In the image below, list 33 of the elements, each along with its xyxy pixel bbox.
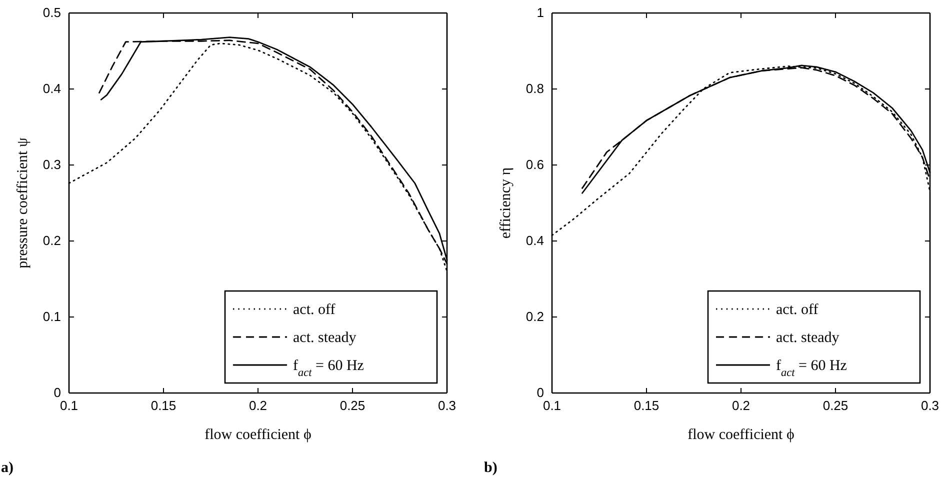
y-tick-label: 0.4 (42, 81, 61, 96)
text: b) (484, 460, 498, 476)
x-tick-label: 0.25 (822, 398, 848, 414)
y-tick-label: 0 (54, 385, 61, 400)
x-tick-label: 0.2 (732, 398, 750, 414)
legend-label: act. steady (293, 330, 357, 346)
y-tick-label: 0.2 (526, 309, 544, 324)
legend-label: act. steady (776, 330, 840, 346)
y-axis-title: pressure coefficient ψ (15, 137, 31, 268)
x-tick-label: 0.25 (340, 398, 366, 414)
x-axis-title: flow coefficient ϕ (204, 427, 312, 443)
x-axis-title: flow coefficient ϕ (688, 427, 794, 443)
y-tick-label: 0.2 (42, 233, 61, 248)
y-tick-label: 0.5 (42, 5, 61, 20)
x-tick-label: 0.15 (150, 398, 176, 414)
y-tick-label: 0 (536, 385, 544, 400)
y-tick-label: 0.4 (526, 233, 544, 248)
legend-label: act. off (293, 302, 336, 318)
x-tick-label: 0.3 (438, 398, 456, 414)
y-tick-label: 0.6 (526, 157, 544, 172)
y-tick-label: 0.1 (42, 309, 61, 324)
y-axis-title: efficiency η (498, 167, 514, 239)
y-tick-label: 0.8 (526, 81, 544, 96)
x-tick-label: 0.2 (248, 398, 268, 414)
x-tick-label: 0.15 (634, 398, 660, 414)
text: a) (1, 460, 14, 476)
legend-label: f$_{act}$ = 60 Hz (293, 358, 364, 379)
legend-label: f$_{act}$ = 60 Hz (776, 358, 848, 379)
legend-label: act. off (776, 302, 818, 318)
x-tick-label: 0.3 (920, 398, 940, 414)
x-tick-label: 0.1 (60, 398, 78, 414)
y-tick-label: 1 (536, 5, 544, 20)
y-tick-label: 0.3 (42, 157, 61, 172)
